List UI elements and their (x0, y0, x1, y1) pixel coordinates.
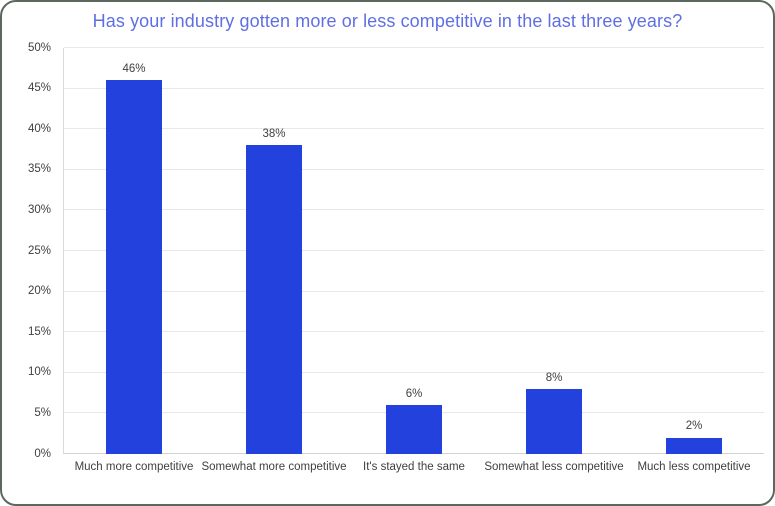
y-tick-label: 15% (27, 325, 51, 338)
y-tick-label: 30% (27, 203, 51, 216)
x-category-label: Somewhat less competitive (484, 461, 624, 473)
gridline (64, 128, 764, 130)
gridline (64, 290, 764, 292)
bar-value-label: 6% (405, 387, 423, 400)
gridline (64, 47, 764, 48)
bar-2 (246, 145, 302, 454)
gridline (64, 209, 764, 211)
bar-4 (526, 389, 582, 454)
y-tick-label: 5% (34, 406, 51, 419)
y-tick-label: 40% (27, 122, 51, 135)
x-category-label: It's stayed the same (363, 461, 465, 473)
bar-slot: 8% Somewhat less competitive (484, 48, 624, 472)
bar-slot: 38% Somewhat more competitive (201, 48, 346, 472)
plot-area: 46% Much more competitive 38% Somewhat more… (63, 47, 764, 473)
gridline (64, 331, 764, 333)
x-category-label: Somewhat more competitive (201, 461, 347, 473)
gridline (64, 87, 764, 89)
y-tick-label: 45% (27, 81, 51, 94)
gridline (64, 168, 764, 170)
y-tick-label: 20% (27, 284, 51, 297)
y-tick-label: 50% (27, 41, 51, 54)
gridline (64, 250, 764, 251)
bar-value-label: 46% (122, 62, 146, 75)
bar-slot: 2% Much less competitive (624, 48, 764, 473)
y-axis: 0% 5% 10% 15% 20% 25% 30% 35% 40% 45% 50% (2, 42, 58, 459)
y-tick-label: 35% (27, 163, 51, 176)
y-tick-label: 25% (27, 244, 51, 257)
bar-3 (386, 405, 442, 454)
gridline (64, 371, 764, 373)
bar-1 (106, 80, 162, 454)
bar-slot: 46% Much more competitive (64, 48, 204, 472)
bar-value-label: 8% (545, 371, 563, 384)
x-category-label: Much more competitive (74, 461, 194, 473)
bar-5 (666, 437, 722, 454)
y-tick-label: 0% (34, 447, 51, 460)
y-tick-label: 10% (27, 366, 51, 379)
bar-value-label: 38% (262, 127, 286, 140)
x-category-label: Much less competitive (637, 461, 751, 473)
chart-title: Has your industry gotten more or less co… (92, 11, 683, 31)
bar-value-label: 2% (685, 420, 703, 433)
bar-slots: 46% Much more competitive 38% Somewhat more… (64, 48, 764, 473)
bar-slot: 6% It's stayed the same (344, 48, 484, 472)
